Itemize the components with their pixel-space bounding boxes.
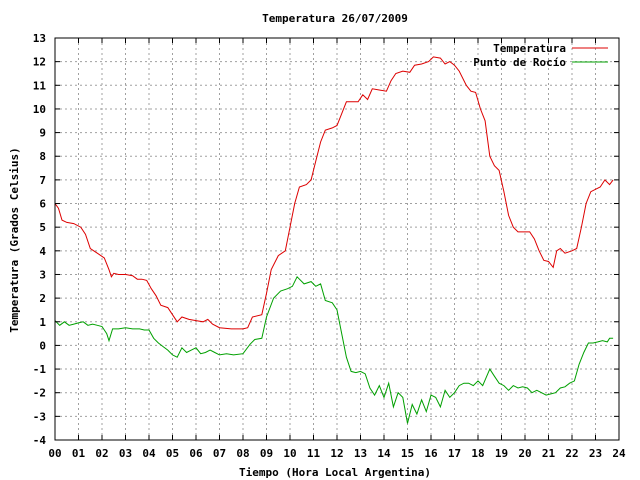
y-tick-label: 11 — [33, 79, 47, 92]
y-tick-label: -2 — [33, 387, 46, 400]
x-tick-label: 17 — [448, 447, 461, 460]
y-tick-label: 3 — [39, 268, 46, 281]
x-tick-label: 22 — [565, 447, 578, 460]
x-tick-label: 12 — [330, 447, 343, 460]
y-tick-label: 2 — [39, 292, 46, 305]
x-tick-label: 01 — [72, 447, 86, 460]
x-tick-label: 03 — [119, 447, 132, 460]
y-tick-label: 5 — [39, 221, 46, 234]
x-tick-label: 21 — [542, 447, 556, 460]
x-tick-label: 11 — [307, 447, 321, 460]
x-tick-label: 10 — [283, 447, 296, 460]
legend-label: Temperatura — [493, 42, 566, 55]
x-tick-label: 13 — [354, 447, 367, 460]
x-tick-label: 20 — [518, 447, 531, 460]
y-axis-label: Temperatura (Grados Celsius) — [8, 147, 21, 332]
x-tick-label: 02 — [95, 447, 108, 460]
legend-label: Punto de Rocío — [473, 56, 566, 69]
y-tick-label: -4 — [33, 434, 47, 447]
y-tick-label: 9 — [39, 127, 46, 140]
x-tick-label: 06 — [189, 447, 203, 460]
x-tick-label: 05 — [166, 447, 179, 460]
x-tick-label: 24 — [612, 447, 626, 460]
series-line-1 — [54, 275, 614, 424]
x-tick-label: 23 — [589, 447, 602, 460]
y-tick-label: -3 — [33, 410, 46, 423]
x-tick-label: 15 — [401, 447, 414, 460]
x-tick-label: 09 — [260, 447, 273, 460]
x-tick-label: 04 — [142, 447, 156, 460]
y-tick-label: 1 — [39, 316, 46, 329]
x-tick-labels: 00 01 02 03 04 05 06 07 08 09 10 11 12 13 14 15 16 17 18 19… — [48, 447, 626, 460]
x-tick-label: 19 — [495, 447, 508, 460]
y-tick-label: 12 — [33, 56, 46, 69]
y-tick-label: 8 — [39, 150, 46, 163]
y-tick-label: 6 — [39, 198, 46, 211]
x-tick-label: 14 — [377, 447, 391, 460]
y-tick-label: 4 — [39, 245, 46, 258]
x-axis-label: Tiempo (Hora Local Argentina) — [239, 466, 431, 479]
grid — [55, 38, 619, 440]
x-tick-label: 18 — [471, 447, 484, 460]
x-tick-label: 00 — [48, 447, 61, 460]
y-tick-label: 10 — [33, 103, 46, 116]
y-tick-label: 0 — [39, 339, 46, 352]
x-tick-label: 08 — [236, 447, 249, 460]
axis-ticks — [54, 37, 620, 441]
x-tick-label: 16 — [424, 447, 438, 460]
y-tick-label: 7 — [39, 174, 46, 187]
series-lines — [54, 56, 614, 424]
y-tick-label: 13 — [33, 32, 46, 45]
y-tick-label: -1 — [33, 363, 47, 376]
x-tick-label: 07 — [213, 447, 226, 460]
chart-title: Temperatura 26/07/2009 — [262, 12, 408, 25]
series-line-0 — [54, 56, 614, 330]
